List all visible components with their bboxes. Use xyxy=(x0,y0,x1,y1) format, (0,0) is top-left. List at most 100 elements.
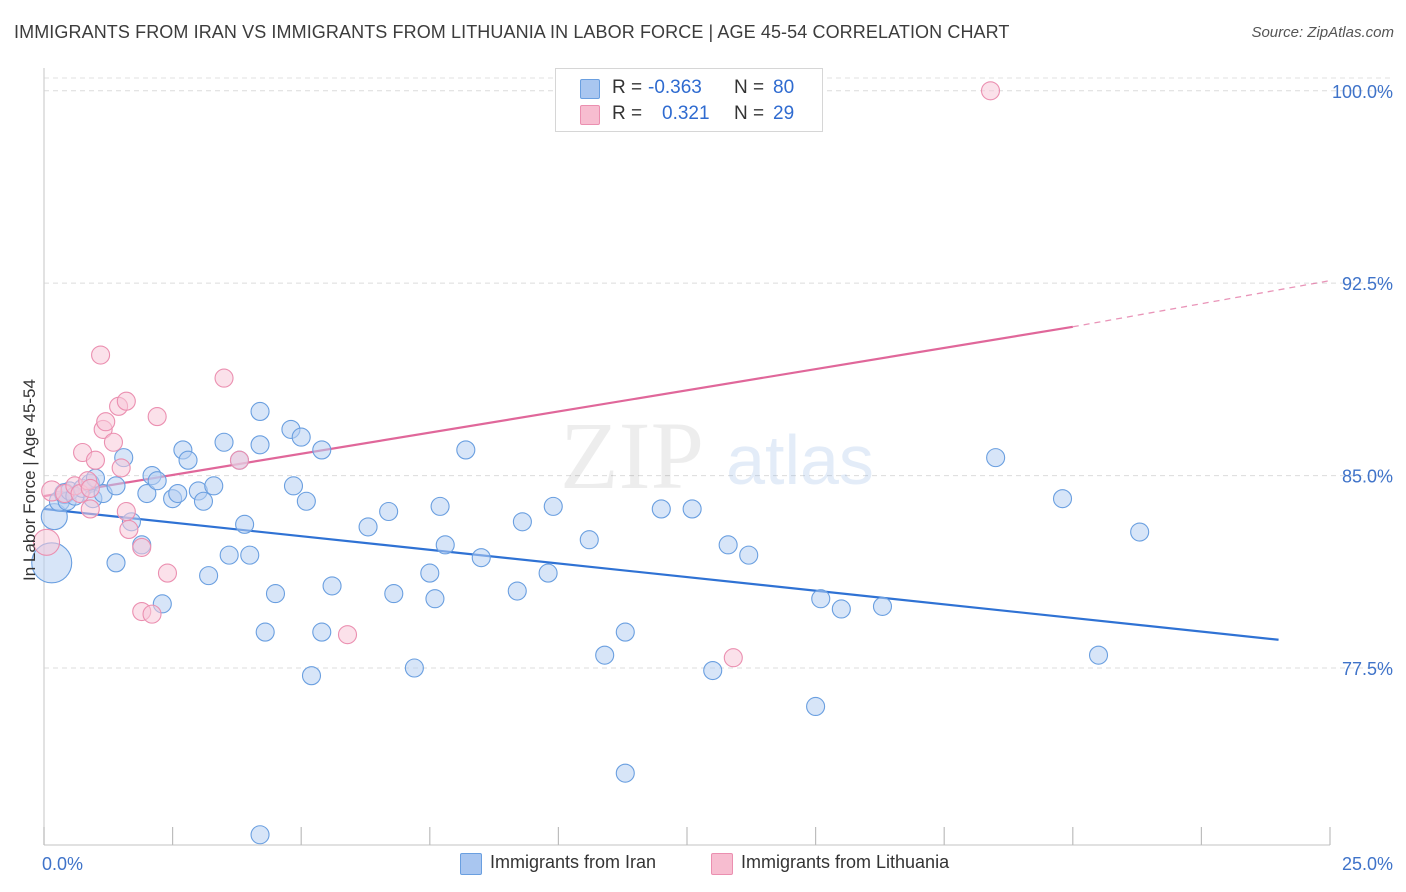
point-lithuania xyxy=(111,458,131,478)
point-iran xyxy=(595,645,615,665)
point-iran xyxy=(204,476,224,496)
point-iran xyxy=(312,622,332,642)
source-credit: Source: ZipAtlas.com xyxy=(1251,24,1394,41)
x-tick-label: 0.0% xyxy=(42,854,83,874)
point-iran xyxy=(404,658,424,678)
point-iran xyxy=(199,566,219,586)
point-iran xyxy=(512,512,532,532)
point-iran xyxy=(471,548,491,568)
legend-swatch-lithuania xyxy=(580,105,600,125)
legend-r-label: R = xyxy=(612,103,643,124)
point-iran xyxy=(579,530,599,550)
trend-line-lithuania xyxy=(43,325,1073,498)
point-iran xyxy=(538,563,558,583)
point-iran xyxy=(283,476,304,496)
point-iran xyxy=(806,696,826,717)
point-iran xyxy=(811,589,831,609)
point-lithuania xyxy=(91,345,111,365)
point-lithuania xyxy=(116,391,136,411)
point-lithuania xyxy=(85,450,105,470)
watermark-zip: ZIP xyxy=(560,402,704,509)
legend-n-label: N = xyxy=(734,77,765,98)
tick-labels: 77.5% 85.0% 92.5% 100.0% 0.0% 25.0% xyxy=(42,82,1393,874)
point-iran xyxy=(214,432,234,452)
point-iran xyxy=(615,763,635,783)
point-iran xyxy=(872,596,893,616)
data-points xyxy=(31,81,1150,845)
y-tick-label: 92.5% xyxy=(1342,274,1393,294)
bottom-legend-swatch-lithuania xyxy=(711,853,733,875)
point-iran xyxy=(358,517,378,537)
point-iran xyxy=(1130,522,1150,542)
legend-n-value: 29 xyxy=(773,103,795,124)
watermark: ZIP atlas xyxy=(560,402,874,509)
point-iran xyxy=(250,401,270,422)
point-iran xyxy=(250,825,270,845)
point-iran xyxy=(507,581,527,601)
point-lithuania xyxy=(119,519,139,540)
point-lithuania xyxy=(723,648,743,668)
legend-n-label: N = xyxy=(734,103,765,124)
point-lithuania xyxy=(157,563,178,583)
point-iran xyxy=(240,545,260,565)
point-lithuania xyxy=(337,625,358,645)
bottom-legend-label-lithuania: Immigrants from Lithuania xyxy=(741,852,950,872)
point-lithuania xyxy=(33,528,61,556)
point-lithuania xyxy=(103,432,123,452)
watermark-atlas: atlas xyxy=(726,421,874,499)
y-tick-label: 100.0% xyxy=(1332,82,1393,102)
point-iran xyxy=(435,535,455,555)
legend-r-label: R = xyxy=(612,77,643,98)
point-iran xyxy=(235,514,255,534)
point-iran xyxy=(291,427,311,447)
bottom-legend-label-iran: Immigrants from Iran xyxy=(490,852,657,872)
point-iran xyxy=(1052,489,1073,509)
point-iran xyxy=(296,491,316,511)
point-iran xyxy=(615,622,635,642)
point-iran xyxy=(651,499,671,519)
point-lithuania xyxy=(142,604,162,624)
point-iran xyxy=(265,584,286,604)
point-lithuania xyxy=(132,537,152,557)
point-iran xyxy=(322,576,342,596)
point-iran xyxy=(168,483,188,504)
point-iran xyxy=(193,491,214,511)
y-tick-label: 77.5% xyxy=(1342,659,1393,679)
point-iran xyxy=(420,563,440,583)
legend-r-value: -0.363 xyxy=(648,77,702,98)
point-iran xyxy=(543,496,563,516)
trend-line-iran xyxy=(43,507,1279,641)
point-iran xyxy=(384,584,404,604)
legend-n-value: 80 xyxy=(773,77,795,98)
point-iran xyxy=(147,471,167,491)
point-iran xyxy=(137,483,157,504)
point-iran xyxy=(106,553,126,573)
point-iran xyxy=(718,535,738,555)
point-iran xyxy=(682,499,702,519)
point-iran xyxy=(425,589,445,609)
point-iran xyxy=(986,448,1006,468)
point-iran xyxy=(250,435,270,455)
axes xyxy=(43,68,1331,846)
legend-r-value: 0.321 xyxy=(662,103,710,124)
point-lithuania xyxy=(229,450,250,470)
point-iran xyxy=(703,661,723,681)
point-iran xyxy=(106,476,126,496)
point-lithuania xyxy=(80,478,100,498)
point-iran xyxy=(379,501,399,522)
x-tick-label: 25.0% xyxy=(1342,854,1393,874)
y-tick-label: 85.0% xyxy=(1342,467,1393,487)
bottom-legend-swatch-iran xyxy=(460,853,482,875)
point-iran xyxy=(831,599,851,619)
chart-title: IMMIGRANTS FROM IRAN VS IMMIGRANTS FROM … xyxy=(14,22,1010,42)
point-lithuania xyxy=(80,499,100,519)
point-lithuania xyxy=(980,81,1001,101)
point-lithuania xyxy=(116,501,136,522)
y-axis-label-container: In Labor Force | Age 45-54 xyxy=(12,180,48,780)
legend-swatch-iran xyxy=(580,79,600,99)
point-iran xyxy=(301,666,322,686)
y-axis-label: In Labor Force | Age 45-54 xyxy=(20,379,39,581)
point-iran xyxy=(255,622,275,642)
point-iran xyxy=(219,545,239,565)
